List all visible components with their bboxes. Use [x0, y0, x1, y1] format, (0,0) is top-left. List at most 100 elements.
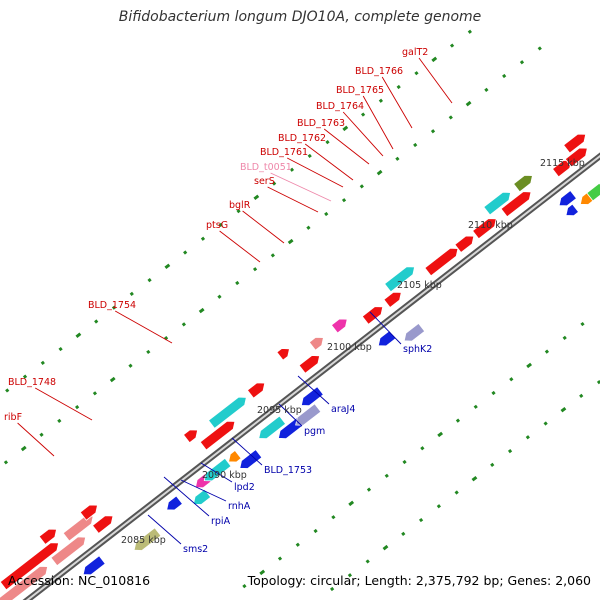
forward-gene-arrow: [564, 147, 588, 168]
scale-tick: [537, 46, 542, 51]
scale-tick: [365, 559, 370, 564]
forward-gene-arrow: [182, 429, 199, 444]
scale-tick: [376, 169, 383, 176]
scale-tick: [164, 263, 171, 270]
reverse-gene-arrow: [258, 415, 287, 440]
gene-label-top: BLD_1763: [297, 118, 345, 129]
scale-label: 2085 kbp: [121, 535, 166, 546]
scale-tick: [509, 377, 514, 382]
forward-gene-arrow: [199, 420, 236, 451]
gene-label-bottom: lpd2: [234, 482, 255, 493]
scale-tick: [418, 517, 424, 523]
scale-tick: [491, 390, 496, 396]
forward-gene-arrow: [383, 291, 402, 309]
gene-label-bottom: rnhA: [228, 501, 251, 512]
scale-tick: [543, 421, 548, 426]
scale-tick: [449, 43, 455, 48]
scale-tick: [341, 198, 347, 203]
gene-label-bottom: sphK2: [403, 344, 432, 355]
scale-tick: [431, 56, 438, 63]
scale-tick: [325, 140, 330, 145]
scale-tick: [270, 253, 275, 258]
scale-tick: [490, 462, 495, 467]
gene-label-top: BLD_1765: [336, 85, 384, 96]
scale-label: 2110 kbp: [468, 220, 513, 231]
gene-label-top: BLD_1764: [316, 101, 364, 112]
scale-tick: [473, 404, 478, 409]
leader-line: [180, 479, 227, 502]
reverse-gene-arrow: [558, 189, 578, 207]
gene-labels: 2085 kbp 2090 kbp 2095 kbp 2100 kbp 2105 kbp…: [4, 47, 585, 555]
leader-line: [147, 514, 182, 545]
reverse-gene-arrow: [579, 192, 594, 205]
leader-line: [369, 311, 402, 345]
leader-line: [418, 57, 453, 104]
leader-line: [381, 76, 413, 129]
scale-tick: [382, 544, 389, 551]
scale-ticks: [3, 29, 600, 592]
scale-tick: [3, 460, 9, 465]
gene-label-bottom: sms2: [183, 544, 208, 555]
scale-tick: [395, 156, 400, 161]
gene-label-bottom: araJ4: [331, 404, 355, 415]
forward-gene-arrow: [246, 382, 266, 399]
reverse-gene-arrow: [166, 495, 184, 511]
backbone-highlight: [19, 154, 600, 605]
topology-summary: Topology: circular; Length: 2,375,792 bp…: [247, 573, 591, 588]
forward-gene-arrow: [50, 536, 87, 567]
gene-label-top: BLD_1766: [355, 66, 403, 77]
scale-tick: [465, 100, 472, 107]
scale-tick: [109, 376, 116, 383]
gene-label-top: ptsG: [206, 220, 228, 231]
forward-gene-arrow: [424, 247, 459, 277]
scale-tick: [307, 153, 312, 159]
leader-line: [231, 437, 263, 466]
scale-tick: [347, 573, 353, 578]
scale-label: 2095 kbp: [257, 405, 302, 416]
forward-gene-arrow: [62, 515, 94, 542]
scale-tick: [580, 321, 585, 327]
scale-tick: [560, 406, 567, 413]
forward-gene-arrow: [454, 235, 475, 254]
scale-label: 2105 kbp: [397, 280, 442, 291]
forward-gene-arrow: [298, 355, 321, 374]
scale-tick: [331, 515, 336, 520]
scale-tick: [57, 418, 62, 424]
gene-label-top: BLD_1761: [260, 147, 308, 158]
scale-tick: [20, 445, 27, 452]
scale-label: 2090 kbp: [202, 470, 247, 481]
accession-text: Accession: NC_010816: [8, 573, 151, 588]
scale-tick: [396, 84, 401, 90]
leader-line: [267, 186, 319, 213]
scale-tick: [544, 349, 550, 354]
scale-tick: [252, 267, 258, 272]
leader-line: [17, 422, 55, 457]
scale-tick: [360, 112, 366, 117]
scale-tick: [289, 167, 295, 172]
scale-tick: [342, 125, 349, 132]
scale-tick: [236, 209, 241, 214]
scale-tick: [58, 346, 63, 352]
forward-gene-arrow: [79, 504, 98, 521]
reverse-gene-arrow: [377, 330, 397, 347]
scale-tick: [287, 238, 294, 245]
scale-tick: [147, 277, 152, 283]
scale-tick: [94, 319, 99, 324]
scale-tick: [75, 405, 80, 410]
scale-tick: [378, 98, 384, 103]
leader-line: [323, 128, 370, 165]
forward-gene-arrow: [38, 528, 57, 545]
reverse-gene-arrow: [300, 386, 324, 407]
scale-tick: [507, 448, 513, 454]
gene-label-bottom: pgm: [304, 426, 325, 437]
scale-tick: [579, 393, 584, 399]
forward-gene-arrow: [472, 218, 497, 240]
scale-label: 2100 kbp: [327, 342, 372, 353]
leader-line: [114, 310, 173, 344]
scale-tick: [92, 391, 98, 396]
scale-tick: [22, 374, 28, 379]
scale-tick: [146, 349, 151, 355]
scale-tick: [519, 60, 525, 65]
